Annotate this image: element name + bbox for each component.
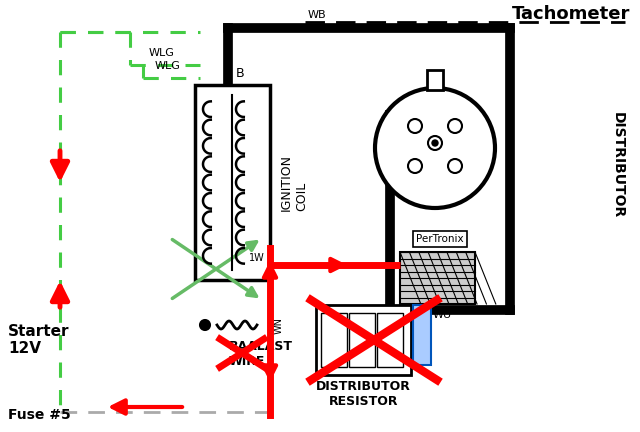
Text: B: B bbox=[236, 67, 244, 80]
Bar bbox=[400, 252, 475, 304]
Circle shape bbox=[200, 320, 210, 330]
Text: B: B bbox=[398, 315, 406, 328]
Bar bbox=[321, 313, 347, 367]
Text: WU: WU bbox=[433, 310, 452, 320]
Circle shape bbox=[428, 136, 442, 150]
Text: DISTRIBUTOR: DISTRIBUTOR bbox=[611, 112, 625, 218]
Text: WLG: WLG bbox=[149, 48, 175, 58]
Circle shape bbox=[375, 88, 495, 208]
Bar bbox=[349, 313, 375, 367]
Text: BAΛLAST
WIRE: BAΛLAST WIRE bbox=[229, 340, 293, 368]
Bar bbox=[377, 313, 403, 367]
Text: 1W: 1W bbox=[249, 253, 265, 263]
Circle shape bbox=[408, 119, 422, 133]
Text: Starter
12V: Starter 12V bbox=[8, 324, 70, 356]
Circle shape bbox=[408, 159, 422, 173]
Text: WB: WB bbox=[308, 10, 326, 20]
Circle shape bbox=[448, 159, 462, 173]
Bar bbox=[413, 305, 431, 365]
Bar bbox=[316, 305, 411, 375]
Circle shape bbox=[432, 140, 438, 146]
Text: DISTRIBUTOR
RESISTOR: DISTRIBUTOR RESISTOR bbox=[316, 380, 411, 408]
Circle shape bbox=[448, 119, 462, 133]
Text: WN: WN bbox=[274, 317, 284, 334]
Text: PerTronix: PerTronix bbox=[416, 234, 464, 244]
Text: WLG: WLG bbox=[155, 61, 181, 71]
Bar bbox=[427, 70, 443, 90]
Text: IGNITION
COIL: IGNITION COIL bbox=[280, 154, 308, 211]
Text: Fuse #5: Fuse #5 bbox=[8, 408, 71, 422]
Bar bbox=[195, 85, 270, 280]
Text: Tachometer: Tachometer bbox=[511, 5, 630, 23]
